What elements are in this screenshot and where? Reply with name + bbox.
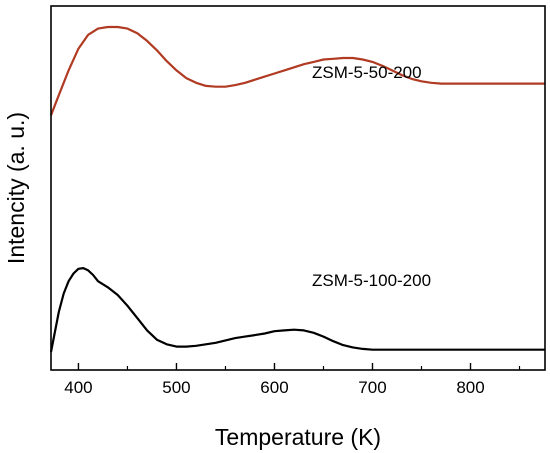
series-label-zsm-5-50-200: ZSM-5-50-200 [312,63,422,82]
x-tick-label: 500 [162,378,190,397]
x-tick-label: 400 [64,378,92,397]
x-tick-label: 800 [456,378,484,397]
plot-frame [50,5,546,371]
x-tick-label: 700 [358,378,386,397]
x-axis-title: Temperature (K) [215,424,381,450]
y-axis-title: Intencity (a. u.) [3,112,29,264]
series-line-0 [49,25,545,116]
x-tick-label: 600 [260,378,288,397]
series-label-zsm-5-100-200: ZSM-5-100-200 [312,271,431,290]
series-line-1 [49,267,545,353]
